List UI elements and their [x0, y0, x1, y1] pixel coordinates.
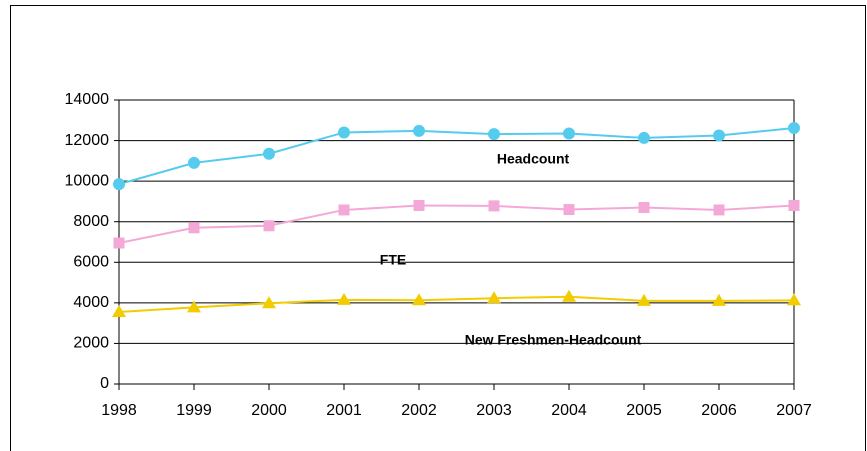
series-line: [118, 295, 795, 313]
series-line: [118, 204, 795, 244]
point: [337, 292, 351, 305]
y-tick-label: 2000: [73, 335, 109, 352]
series-label: FTE: [380, 252, 406, 268]
point: [413, 199, 425, 211]
x-tick-label: 2003: [476, 402, 512, 419]
series-label: New Freshmen-Headcount: [465, 332, 642, 348]
point: [787, 293, 801, 306]
point: [263, 147, 275, 160]
point: [638, 202, 650, 214]
x-tick-label: 2005: [626, 402, 662, 419]
series-label: Headcount: [497, 151, 570, 167]
point: [488, 128, 500, 141]
point: [338, 126, 350, 139]
y-tick-label: 12000: [65, 132, 110, 149]
y-tick-label: 4000: [73, 294, 109, 311]
point: [713, 204, 725, 216]
x-tick-label: 1999: [176, 402, 212, 419]
series-line: [118, 126, 795, 186]
y-tick-label: 0: [100, 375, 109, 392]
point: [788, 199, 800, 211]
point: [262, 296, 276, 309]
x-tick-label: 1998: [101, 402, 137, 419]
point: [263, 220, 275, 232]
point: [187, 300, 201, 313]
x-tick-label: 2002: [401, 402, 437, 419]
point: [637, 293, 651, 306]
x-tick-label: 2006: [701, 402, 737, 419]
x-tick-label: 2000: [251, 402, 287, 419]
point: [788, 121, 800, 134]
point: [488, 200, 500, 212]
point: [487, 291, 501, 304]
x-tick-label: 2004: [551, 402, 587, 419]
y-tick-label: 8000: [73, 213, 109, 230]
point: [412, 293, 426, 306]
point: [638, 131, 650, 144]
point: [562, 289, 576, 302]
point: [112, 304, 126, 317]
point: [188, 222, 200, 234]
point: [338, 204, 350, 216]
point: [188, 156, 200, 169]
point: [563, 127, 575, 140]
y-tick-label: 6000: [73, 254, 109, 271]
point: [713, 129, 725, 142]
y-tick-label: 10000: [65, 172, 110, 189]
x-tick-label: 2007: [776, 402, 812, 419]
point: [113, 178, 125, 191]
point: [413, 124, 425, 137]
x-tick-label: 2001: [326, 402, 362, 419]
point: [712, 293, 726, 306]
point: [563, 204, 575, 216]
chart-border: [10, 5, 866, 451]
y-tick-label: 14000: [65, 91, 110, 108]
point: [113, 237, 125, 249]
